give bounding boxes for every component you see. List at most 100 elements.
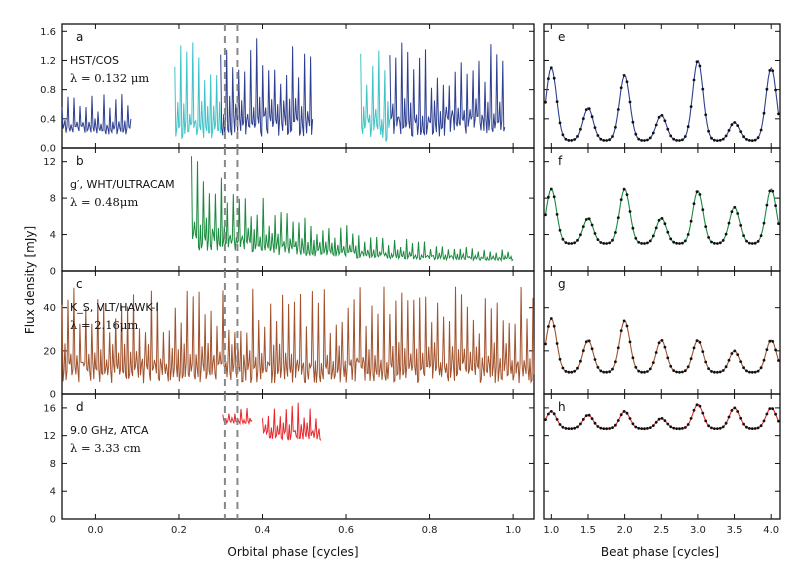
- y-tick-label: 20: [43, 346, 56, 357]
- beat-profile-point: [611, 367, 614, 371]
- beat-profile-point: [547, 195, 550, 199]
- beat-profile-point: [622, 319, 626, 323]
- beat-profile-point: [549, 317, 553, 320]
- beat-profile-point: [602, 139, 606, 142]
- beat-profile-point: [547, 412, 550, 416]
- beat-profile-point: [646, 427, 649, 430]
- beat-profile-point: [608, 241, 611, 245]
- panel-a: 0.0 0.4 0.8 1.2 1.6 a e HST/COS λ = 0.132 μm: [40, 23, 781, 155]
- beat-profile-point: [663, 222, 667, 226]
- x-tick-label-orbital: 0.0: [87, 525, 103, 536]
- y-tick-label: 0.8: [40, 85, 56, 96]
- beat-profile-point: [579, 359, 582, 363]
- beat-profile-point: [648, 367, 652, 371]
- beat-profile-point: [593, 358, 597, 361]
- beat-profile-point: [756, 136, 760, 140]
- beat-profile-point: [669, 425, 673, 429]
- beat-profile-point: [771, 407, 775, 411]
- beat-profile-point: [701, 87, 705, 91]
- beat-profile-point: [724, 421, 728, 425]
- beat-profile-point: [599, 241, 603, 244]
- beat-profile-point: [710, 240, 713, 244]
- beat-profile-point: [698, 340, 702, 344]
- beat-profile-point: [579, 233, 582, 237]
- beat-profile-point: [768, 69, 772, 72]
- beat-profile-point: [614, 125, 617, 129]
- beat-profile-point: [672, 426, 676, 430]
- beat-profile-point: [736, 212, 740, 215]
- beat-profile-point: [704, 360, 708, 364]
- beat-profile-point: [718, 426, 722, 430]
- beat-profile-point: [625, 324, 629, 328]
- beat-profile-point: [602, 242, 606, 245]
- beat-profile-point: [777, 359, 780, 362]
- beat-profile-point: [590, 115, 594, 119]
- x-tick-label-beat: 3.5: [727, 525, 743, 536]
- beat-profile-point: [593, 232, 597, 235]
- beat-profile-point: [628, 100, 632, 104]
- y-tick-label: 4: [50, 487, 56, 498]
- beat-profile-line-g: [544, 317, 780, 373]
- beat-profile-point: [768, 339, 772, 343]
- instrument-label-b: g′, WHT/ULTRACAM: [70, 178, 175, 191]
- beat-profile-point: [701, 411, 705, 415]
- beat-profile-point: [721, 239, 725, 242]
- beat-profile-point: [631, 120, 635, 124]
- panel-d: 0 4 8 12 16 d h 9.0 GHz, ATCA λ = 3.33 cm: [43, 393, 781, 526]
- beat-profile-point: [762, 221, 766, 225]
- beat-profile-point: [771, 340, 775, 343]
- beat-profile-point: [576, 366, 579, 370]
- panel-frame-g: [543, 270, 781, 395]
- beat-profile-point: [733, 406, 737, 410]
- beat-profile-point: [686, 233, 690, 236]
- beat-profile-point: [727, 415, 731, 419]
- panel-letter-h: h: [558, 400, 566, 414]
- beat-profile-point: [695, 339, 699, 342]
- beat-profile-point: [625, 80, 629, 84]
- beat-profile-point: [721, 369, 725, 372]
- beat-profile-point: [654, 123, 658, 127]
- y-tick-label: 12: [43, 157, 56, 168]
- beat-profile-point: [628, 210, 632, 213]
- beat-profile-point: [683, 426, 687, 429]
- beat-profile-point: [611, 135, 614, 138]
- beat-profile-point: [614, 423, 617, 427]
- beat-profile-point: [745, 425, 748, 429]
- beat-profile-point: [777, 222, 780, 226]
- beat-profile-point: [648, 239, 652, 243]
- beat-profile-point: [576, 425, 579, 429]
- beat-profile-point: [584, 414, 588, 417]
- beat-profile-point: [637, 240, 641, 244]
- y-tick-label: 0: [50, 390, 56, 401]
- beat-profile-point: [646, 241, 649, 245]
- beat-profile-point: [710, 426, 713, 430]
- beat-profile-point: [733, 349, 737, 353]
- beat-profile-point: [622, 410, 626, 413]
- light-curve-series-a: [389, 42, 506, 138]
- beat-profile-point: [672, 369, 676, 372]
- beat-profile-point: [681, 427, 684, 430]
- panel-letter-a: a: [76, 30, 83, 44]
- beat-profile-point: [616, 108, 620, 111]
- beat-profile-point: [579, 127, 582, 131]
- beat-profile-point: [710, 136, 713, 140]
- beat-profile-point: [681, 370, 684, 374]
- beat-profile-point: [683, 369, 687, 373]
- beat-profile-point: [654, 420, 658, 424]
- beat-profile-point: [608, 138, 611, 142]
- beat-profile-point: [666, 230, 670, 234]
- panel-b: 0 4 8 12 b f g′, WHT/ULTRACAM λ = 0.48μm: [43, 147, 781, 278]
- beat-profile-point: [561, 425, 565, 429]
- beat-profile-point: [765, 87, 769, 91]
- beat-profile-point: [608, 427, 611, 430]
- beat-profile-point: [614, 360, 617, 364]
- beat-profile-point: [695, 190, 699, 194]
- beat-profile-point: [619, 413, 623, 417]
- beat-profile-point: [564, 370, 568, 373]
- beat-profile-point: [681, 138, 684, 142]
- beat-profile-point: [660, 217, 664, 220]
- beat-profile-point: [570, 139, 574, 142]
- beat-profile-point: [584, 218, 588, 221]
- beat-profile-point: [742, 135, 745, 139]
